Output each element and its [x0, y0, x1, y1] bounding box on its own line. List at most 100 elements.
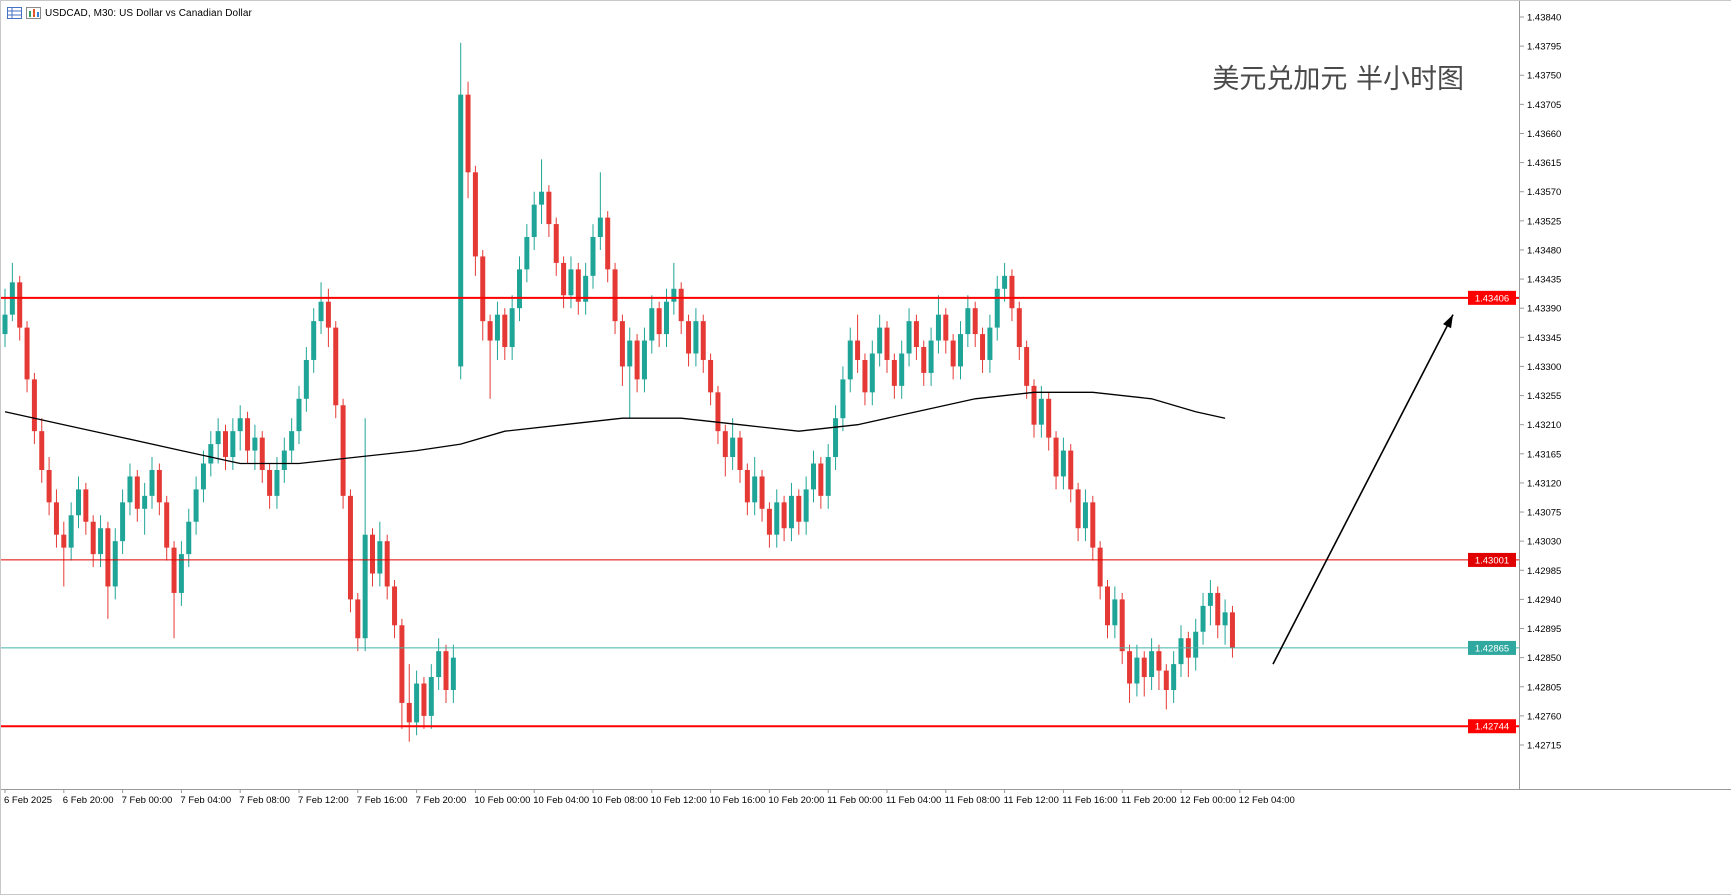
candle [1222, 599, 1228, 645]
price-axis-label: 1.43345 [1527, 333, 1561, 344]
candle [649, 295, 655, 354]
candle [553, 217, 559, 276]
candle [686, 314, 692, 367]
candle [68, 502, 74, 561]
candle [796, 489, 802, 535]
candle [1009, 269, 1015, 322]
candle [333, 321, 339, 419]
candle [436, 638, 442, 690]
chart-title: USDCAD, M30: US Dollar vs Canadian Dolla… [45, 7, 252, 19]
candle [90, 515, 96, 568]
time-axis-label: 7 Feb 16:00 [357, 795, 408, 806]
candle [575, 262, 581, 315]
resistance-line[interactable]: 1.43406 [1, 290, 1519, 305]
candle [884, 321, 890, 373]
candle [818, 457, 824, 509]
candle [414, 670, 420, 736]
candle [928, 327, 934, 386]
candle [671, 262, 677, 315]
candle [715, 385, 721, 445]
price-axis-label: 1.43390 [1527, 304, 1561, 315]
candle [1097, 541, 1103, 600]
price-axis-label: 1.43075 [1527, 508, 1561, 519]
candle [1119, 592, 1125, 665]
candle [237, 405, 243, 451]
candle [619, 314, 625, 386]
candle [465, 81, 471, 199]
price-axis-label: 1.43255 [1527, 391, 1561, 402]
candle [112, 528, 118, 600]
time-axis-label: 11 Feb 12:00 [1004, 795, 1059, 806]
mid-support-line[interactable]: 1.43001 [1, 552, 1519, 567]
candle [472, 165, 478, 276]
price-line-badge [1468, 640, 1516, 655]
candle [1112, 586, 1118, 639]
candle [1215, 586, 1221, 639]
candle [9, 262, 15, 322]
candle [156, 463, 162, 516]
trend-arrow[interactable] [1272, 314, 1454, 665]
candle-chart-icon[interactable] [26, 7, 41, 19]
time-axis-label: 11 Feb 00:00 [827, 795, 882, 806]
candle [531, 191, 537, 250]
candle [1193, 618, 1199, 671]
candle [847, 327, 853, 393]
price-axis-label: 1.43750 [1527, 71, 1561, 82]
candle [31, 372, 37, 445]
price-axis-label: 1.43480 [1527, 245, 1561, 256]
candle [517, 256, 522, 322]
price-axis-label: 1.42805 [1527, 682, 1561, 693]
price-axis-label: 1.43705 [1527, 100, 1561, 111]
candle [1207, 579, 1213, 626]
price-axis-label: 1.43795 [1527, 42, 1561, 53]
candle [443, 644, 449, 703]
candle [1002, 262, 1008, 302]
low-support-line[interactable]: 1.42744 [1, 719, 1519, 734]
candle [921, 340, 927, 386]
price-axis-label: 1.42715 [1527, 741, 1561, 752]
time-axis-label: 10 Feb 20:00 [768, 795, 824, 806]
time-axis-label: 11 Feb 16:00 [1062, 795, 1117, 806]
price-axis-label: 1.42895 [1527, 624, 1561, 635]
candle [208, 431, 214, 477]
candle [39, 418, 45, 483]
candle [825, 444, 831, 509]
candle [1060, 437, 1066, 490]
candle-series [2, 42, 1235, 742]
candle [17, 275, 23, 341]
candle [384, 534, 390, 600]
price-line-badge-label: 1.42744 [1475, 722, 1509, 733]
candle [458, 42, 464, 380]
candle [200, 450, 206, 503]
candle [774, 489, 780, 548]
time-axis[interactable]: 6 Feb 2025 6 Feb 20:00 7 Feb 00:00 7 Feb 04… [4, 789, 1295, 806]
candle [1163, 664, 1169, 710]
candle [127, 463, 133, 516]
candle [994, 275, 1000, 341]
candle [61, 521, 67, 587]
candle [811, 450, 816, 503]
candle [678, 282, 684, 335]
candle [980, 327, 986, 373]
price-line-badge-label: 1.43406 [1475, 293, 1509, 304]
candle [913, 314, 919, 360]
price-axis[interactable]: 1.43840 1.43795 1.43750 1.43705 1.43660 1.436… [1519, 13, 1561, 752]
price-line-badge [1468, 552, 1516, 567]
candle [877, 314, 883, 367]
grid-icon[interactable] [7, 7, 22, 19]
time-axis-label: 12 Feb 04:00 [1239, 795, 1295, 806]
candle [83, 482, 89, 535]
current-price-line[interactable]: 1.42865 [1, 640, 1519, 655]
candle [296, 385, 302, 445]
candle [406, 664, 412, 742]
time-axis-label: 7 Feb 00:00 [122, 795, 173, 806]
candle [105, 521, 111, 619]
candle [377, 521, 383, 587]
candle [149, 457, 155, 509]
candle [274, 457, 280, 509]
time-axis-label: 11 Feb 04:00 [886, 795, 941, 806]
candle [972, 301, 978, 348]
candle [502, 308, 508, 360]
candle [252, 424, 258, 470]
